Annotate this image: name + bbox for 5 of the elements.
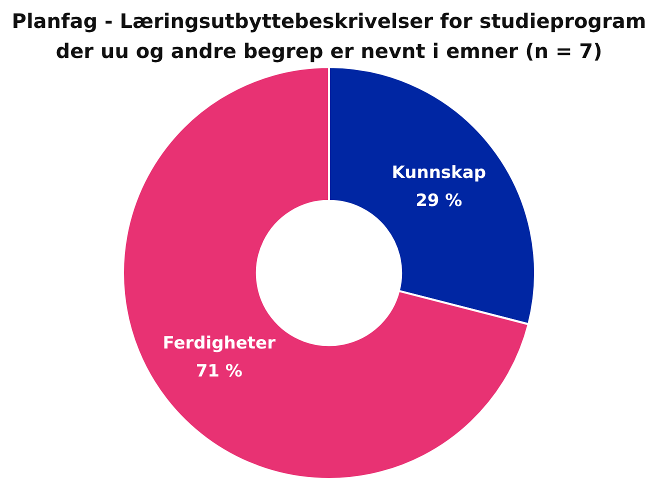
data-label: 29 % (416, 191, 462, 212)
data-label: 71 % (196, 362, 242, 382)
slice-label: Ferdigheter (162, 334, 276, 354)
slice-label: Kunnskap (392, 163, 486, 184)
chart-title: Planfag - Læringsutbyttebeskrivelser for studieprogram der uu og andre begrep er nevnt i emner (n = 7) (10, 8, 648, 65)
